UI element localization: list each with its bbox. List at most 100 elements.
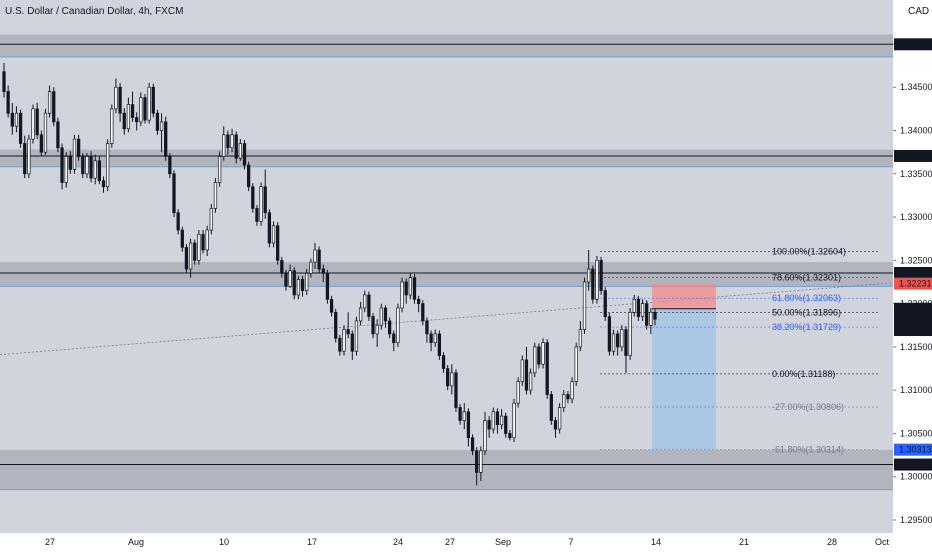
price-tag-label: 1.32231 [899,279,932,289]
x-tick-label: 21 [739,537,749,547]
candle-body [10,112,14,127]
candle-body [574,346,578,382]
candle-body [504,415,508,434]
candle-body [325,272,330,300]
take-profit-zone [652,308,716,450]
chart-title: U.S. Dollar / Canadian Dollar, 4h, FXCM [5,6,183,17]
candle-body [101,180,106,188]
candle-body [591,268,595,300]
candle-body [516,381,520,404]
candle-body [52,91,56,123]
candle-body [85,156,89,175]
candle-body [305,272,309,291]
zone-band [0,149,893,167]
y-tick-label: 1.30500 [900,428,932,438]
y-tick-label: 1.29500 [900,515,932,525]
price-tag [894,38,932,51]
candle-body [184,247,189,270]
candle-body [2,71,6,92]
candle-body [321,268,325,274]
candle-body [234,134,238,159]
candle-body [213,182,218,209]
candle-body [632,298,636,313]
candle-body [164,121,168,157]
candle-body [491,411,495,430]
x-tick-label: 10 [219,537,229,547]
candle-body [47,91,52,114]
y-tick-label: 1.32500 [900,255,932,265]
candle-body [56,121,60,149]
price-tag-label: 1.30313 [899,445,932,455]
candle-body [280,259,284,274]
candle-body [155,112,160,131]
candle-body [458,407,462,421]
candle-body [317,249,321,270]
x-tick-label: 27 [445,537,455,547]
price-tag-label: 1.33706 [899,151,932,161]
candle-body [130,104,135,118]
candle-body [18,112,23,144]
price-tag-label: 1.31941 [899,304,932,314]
candle-body [653,311,657,320]
candle-body [313,249,317,263]
x-tick-label: 7 [568,537,573,547]
candle-body [582,281,587,330]
candle-body [139,97,143,123]
price-tag [894,277,932,290]
x-tick-label: Oct [875,537,890,547]
candle-body [296,279,301,296]
candle-body [578,329,582,348]
candle-body [251,186,255,209]
candle-body [429,333,433,343]
price-tag-label: 03:54:11 [899,325,932,335]
price-tag [894,324,932,337]
candle-body [437,333,442,356]
price-tag [894,458,932,471]
candle-body [595,259,599,300]
candle-body [528,372,533,391]
candle-body [562,394,566,408]
fib-level-label: -61.80%(1.30314) [772,445,844,455]
candle-body [636,298,641,317]
candle-body [396,307,400,343]
candle-body [334,311,338,339]
candle-body [180,229,184,248]
candle-body [537,346,541,365]
candle-body [549,394,553,421]
candle-body [363,294,367,309]
candle-body [466,411,471,439]
x-tick-label: Aug [128,537,144,547]
candle-body [479,450,483,473]
candle-body [143,97,147,121]
candle-body [110,108,114,144]
candle-body [226,134,230,149]
candle-body [106,143,110,188]
x-tick-label: 27 [45,537,55,547]
candle-body [508,433,512,439]
candle-body [309,261,313,274]
stop-loss-zone [652,283,716,309]
candle-body [114,86,118,110]
time-axis-background [0,533,893,550]
candle-body [230,134,234,149]
candle-body [126,104,131,130]
price-tag [894,266,932,279]
candle-body [118,86,122,114]
candle-body [31,108,35,140]
candle-body [566,394,570,400]
candle-body [27,138,31,175]
candle-body [421,303,425,322]
candle-body [557,407,562,430]
candle-body [329,298,334,313]
candle-body [454,372,458,408]
candle-body [81,156,85,175]
price-tag [894,443,932,456]
y-tick-label: 1.34000 [900,126,932,136]
candle-body [168,156,172,175]
candle-body [193,242,197,261]
candle-body [620,329,624,348]
candle-body [446,368,450,387]
candle-body [263,186,267,214]
